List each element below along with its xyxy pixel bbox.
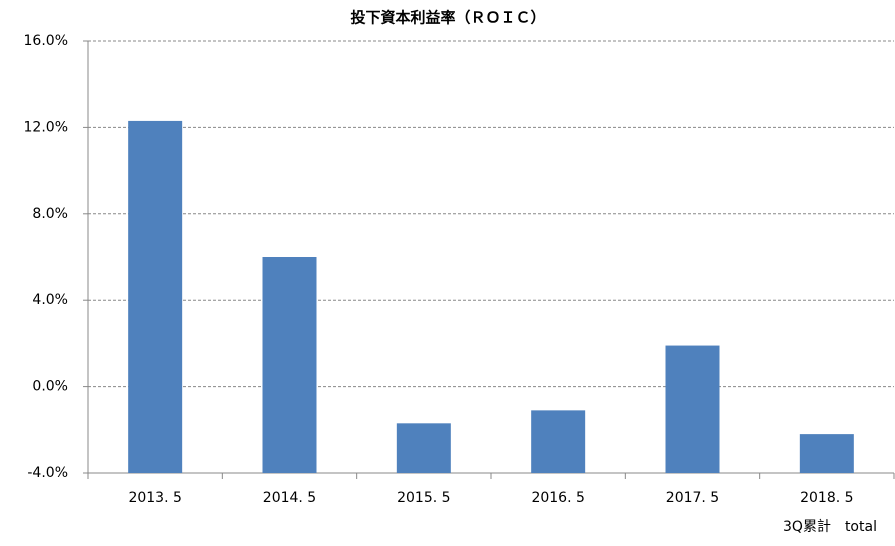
bar [262, 257, 317, 473]
y-tick-label: 0.0% [32, 379, 68, 395]
bar [665, 345, 720, 473]
x-tick-label: 2015. 5 [397, 490, 450, 506]
bar [128, 120, 183, 474]
x-tick-label: 2016. 5 [531, 490, 584, 506]
x-tick-label: 2018. 5 [800, 490, 853, 506]
y-tick-label: 4.0% [32, 292, 68, 308]
y-tick-label: 12.0% [24, 119, 68, 135]
x-tick-label: 2013. 5 [128, 490, 181, 506]
bar [799, 434, 854, 473]
bar [396, 423, 451, 473]
x-tick-label: 2017. 5 [666, 490, 719, 506]
chart-title: 投下資本利益率（ＲＯＩＣ） [350, 9, 545, 27]
x-tick-label: 2014. 5 [263, 490, 316, 506]
annotation: 3Q累計 total [783, 519, 877, 535]
bar [531, 410, 586, 473]
y-tick-label: 16.0% [24, 33, 68, 49]
y-tick-label: -4.0% [27, 465, 68, 481]
y-tick-label: 8.0% [32, 206, 68, 222]
